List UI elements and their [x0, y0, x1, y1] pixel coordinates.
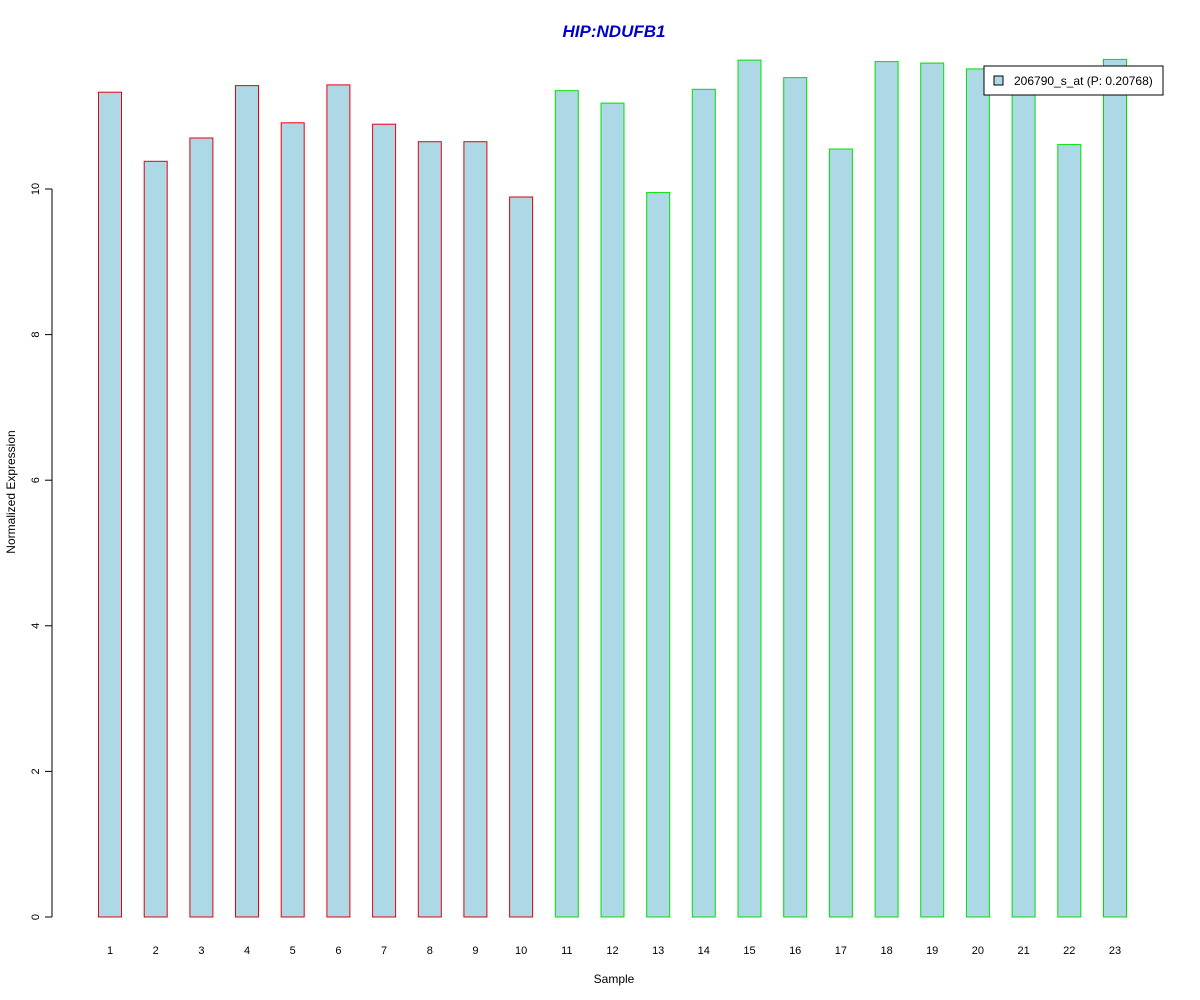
legend-box — [983, 65, 1164, 96]
bar-sample-3 — [189, 137, 214, 918]
x-tick-label: 21 — [1017, 945, 1029, 957]
bar-sample-18 — [874, 61, 899, 918]
bar-sample-16 — [783, 77, 808, 918]
y-tick-label: 2 — [30, 768, 42, 774]
x-tick-label: 12 — [606, 945, 618, 957]
legend: 206790_s_at (P: 0.20768) — [983, 65, 1164, 96]
legend-label: 206790_s_at (P: 0.20768) — [1014, 74, 1153, 88]
y-tick-label: 10 — [30, 183, 42, 195]
x-tick-label: 20 — [972, 945, 984, 957]
bar-sample-10 — [509, 196, 534, 918]
bar-sample-1 — [98, 91, 122, 918]
x-tick-label: 14 — [698, 945, 710, 957]
bar-sample-19 — [920, 62, 945, 918]
x-axis-label: Sample — [594, 972, 635, 986]
x-tick-label: 19 — [926, 945, 938, 957]
bar-sample-20 — [965, 68, 990, 918]
x-tick-label: 17 — [835, 945, 847, 957]
y-axis-label: Normalized Expression — [4, 430, 18, 553]
bar-sample-12 — [600, 102, 625, 918]
bars — [98, 58, 1127, 918]
bar-sample-2 — [143, 160, 168, 918]
x-tick-label: 3 — [198, 945, 204, 957]
x-tick-labels: 1 2 3 4 5 6 7 8 9 10 11 12 13 14 15 16 17 18 19 20 21 22 23 — [107, 945, 1121, 957]
x-tick-label: 4 — [244, 945, 250, 957]
bar-sample-14 — [691, 88, 716, 918]
bar-sample-15 — [737, 59, 762, 918]
bar-sample-6 — [326, 84, 351, 918]
x-tick-label: 15 — [743, 945, 755, 957]
bar-sample-23 — [1103, 58, 1127, 918]
bar-sample-5 — [280, 122, 305, 918]
bar-sample-17 — [828, 148, 853, 918]
x-tick-label: 7 — [381, 945, 387, 957]
x-tick-label: 22 — [1063, 945, 1075, 957]
bar-sample-9 — [463, 141, 488, 918]
bar-sample-4 — [235, 85, 259, 918]
x-tick-label: 9 — [472, 945, 478, 957]
x-tick-label: 23 — [1109, 945, 1121, 957]
x-tick-label: 18 — [880, 945, 892, 957]
y-tick-label: 4 — [30, 623, 42, 629]
x-tick-label: 16 — [789, 945, 801, 957]
x-tick-label: 11 — [561, 945, 572, 957]
bar-sample-13 — [646, 192, 671, 918]
x-tick-label: 13 — [652, 945, 664, 957]
bar-sample-22 — [1057, 144, 1082, 918]
legend-swatch — [993, 75, 1004, 86]
y-axis: 0 2 4 6 8 10 — [30, 183, 53, 920]
x-tick-label: 6 — [335, 945, 341, 957]
bar-sample-8 — [417, 141, 442, 918]
x-tick-label: 10 — [515, 945, 527, 957]
x-tick-label: 8 — [427, 945, 433, 957]
x-tick-label: 2 — [153, 945, 159, 957]
bar-sample-11 — [554, 90, 579, 918]
bar-sample-7 — [372, 123, 397, 918]
x-tick-label: 1 — [107, 945, 113, 957]
y-tick-label: 6 — [30, 477, 42, 483]
y-tick-label: 8 — [30, 332, 42, 338]
y-tick-label: 0 — [30, 914, 42, 920]
bar-sample-21 — [1011, 86, 1036, 918]
x-tick-label: 5 — [290, 945, 296, 957]
chart-title: HIP:NDUFB1 — [563, 22, 666, 41]
